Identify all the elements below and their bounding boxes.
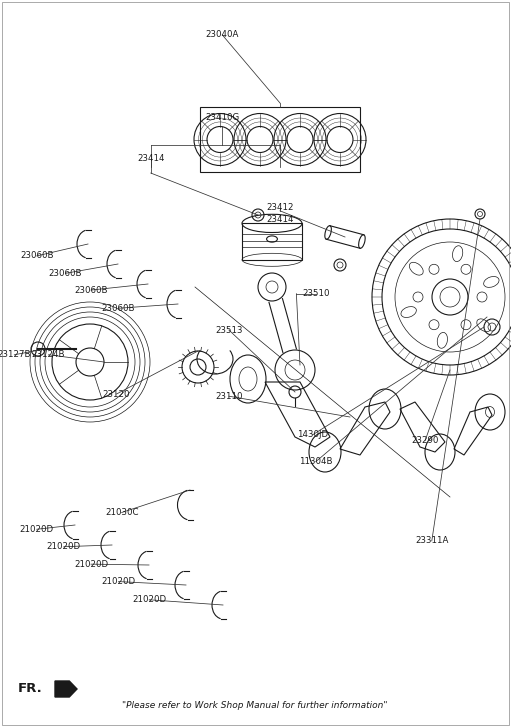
- Text: 21020D: 21020D: [74, 560, 108, 569]
- Polygon shape: [55, 681, 77, 697]
- Text: 23060B: 23060B: [20, 252, 54, 260]
- Text: 1430JD: 1430JD: [297, 430, 328, 439]
- Text: 23110: 23110: [215, 392, 243, 401]
- Text: "Please refer to Work Shop Manual for further information": "Please refer to Work Shop Manual for fu…: [122, 701, 388, 710]
- Text: 11304B: 11304B: [299, 457, 333, 466]
- Text: 23127B: 23127B: [0, 350, 31, 359]
- Text: 21020D: 21020D: [132, 595, 166, 604]
- Text: 23040A: 23040A: [205, 31, 239, 39]
- Text: 23060B: 23060B: [74, 286, 108, 294]
- Text: 21020D: 21020D: [102, 577, 135, 586]
- Text: 23414: 23414: [137, 154, 165, 163]
- Text: 23510: 23510: [302, 289, 330, 298]
- Text: 23290: 23290: [411, 436, 439, 445]
- Text: 23513: 23513: [215, 326, 243, 334]
- Text: 23060B: 23060B: [102, 304, 135, 313]
- Text: 23414: 23414: [266, 215, 294, 224]
- Text: 21030C: 21030C: [105, 508, 138, 517]
- Text: 23120: 23120: [103, 390, 130, 398]
- Text: 23412: 23412: [266, 204, 294, 212]
- Bar: [242, 223, 302, 260]
- Text: 23311A: 23311A: [415, 537, 449, 545]
- Text: FR.: FR.: [18, 683, 43, 696]
- Text: 21020D: 21020D: [20, 525, 54, 534]
- Bar: [200, 107, 360, 172]
- Text: 23410G: 23410G: [205, 113, 240, 122]
- Text: 23124B: 23124B: [32, 350, 65, 359]
- Text: 21020D: 21020D: [47, 542, 81, 551]
- Text: 23060B: 23060B: [49, 269, 82, 278]
